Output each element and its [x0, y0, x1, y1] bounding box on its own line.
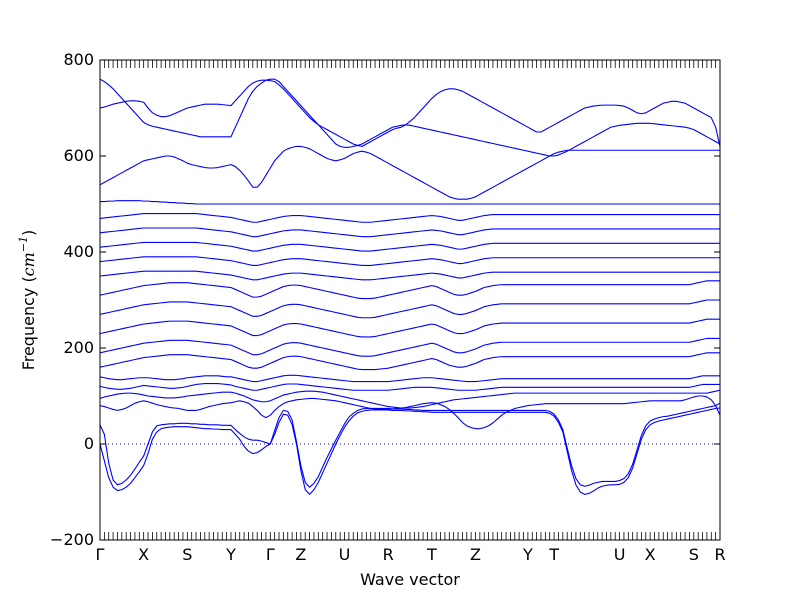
band-line-9 [99, 318, 720, 338]
band-line-16 [99, 213, 720, 223]
band-line-3 [99, 395, 721, 430]
y-tick-label: 0 [84, 434, 94, 453]
band-line-17 [100, 200, 720, 205]
k-point-label: S [689, 545, 699, 564]
plot-layer [99, 78, 721, 495]
k-point-label: X [645, 545, 656, 564]
band-line-10 [99, 299, 720, 319]
band-line-20 [99, 78, 721, 157]
k-point-label: X [138, 545, 149, 564]
k-point-label: Z [295, 545, 306, 564]
k-point-label: R [383, 545, 394, 564]
y-axis-title-prefix: Frequency ( [19, 276, 38, 370]
band-line-1 [99, 407, 721, 495]
k-point-label: S [182, 545, 192, 564]
band-line-11 [99, 280, 720, 300]
band-line-13 [99, 256, 720, 266]
y-tick-label: 200 [63, 338, 94, 357]
band-line-15 [99, 227, 720, 238]
y-axis-title: Frequency (cm−1) [17, 230, 38, 371]
band-line-6 [99, 374, 720, 383]
plot-frame [99, 59, 721, 541]
k-point-label: U [614, 545, 626, 564]
band-line-2 [99, 402, 721, 488]
y-axis-title-exponent: −1 [17, 236, 30, 252]
band-line-19 [99, 79, 721, 147]
k-point-label: Γ [96, 545, 105, 564]
k-point-label: Y [522, 545, 533, 564]
y-tick-label: 800 [63, 50, 94, 69]
band-line-4 [99, 389, 721, 409]
k-point-label: Z [470, 545, 481, 564]
y-tick-label: 600 [63, 146, 94, 165]
y-axis-title-suffix: ) [19, 230, 38, 236]
k-point-label: U [339, 545, 351, 564]
band-line-12 [99, 270, 720, 281]
band-line-5 [99, 382, 720, 391]
x-axis-title: Wave vector [360, 570, 460, 589]
y-tick-label: −200 [50, 530, 94, 549]
k-point-label: T [426, 545, 437, 564]
k-point-label: R [714, 545, 725, 564]
k-point-label: T [548, 545, 559, 564]
y-axis-title-unit: cm [19, 252, 38, 276]
k-point-label: Γ [266, 545, 275, 564]
band-line-14 [99, 241, 720, 252]
band-line-7 [99, 352, 720, 371]
y-tick-label: 400 [63, 242, 94, 261]
band-line-18 [99, 145, 720, 200]
k-point-label: Y [225, 545, 236, 564]
band-line-8 [99, 337, 720, 357]
